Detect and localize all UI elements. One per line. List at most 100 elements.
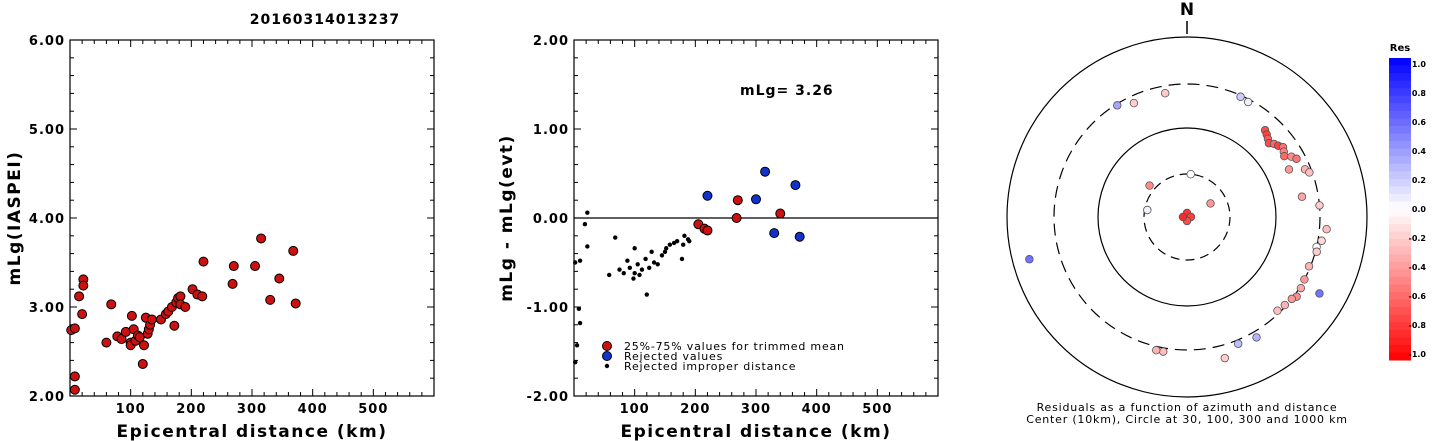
station-point	[1312, 247, 1321, 256]
station-point	[1152, 346, 1161, 355]
colorbar-cell	[1389, 292, 1411, 301]
colorbar-cell	[1389, 178, 1411, 187]
x-tick-label: 400	[802, 402, 832, 417]
figure-title: 20160314013237	[250, 12, 400, 28]
rejected-distance-point	[625, 258, 630, 263]
station-points	[1025, 89, 1331, 363]
rejected-distance-point	[664, 246, 669, 251]
data-point	[146, 314, 157, 325]
station-point	[1252, 333, 1261, 342]
ring-300km	[1053, 83, 1321, 351]
rejected-distance-point	[679, 256, 685, 262]
data-point	[77, 309, 88, 320]
axis-ticks: 100 200 300 400 500 2.00 3.00 4.00 5.00 6.00	[29, 34, 434, 417]
y-tick-label: 1.00	[533, 123, 569, 138]
x-tick-label: 100	[116, 402, 146, 417]
station-point	[1296, 283, 1306, 293]
rejected-distance-point	[651, 260, 657, 265]
data-point	[137, 358, 148, 369]
legend-marker-blue	[602, 351, 612, 361]
rejected-distance-point	[613, 235, 618, 240]
colorbar-cell	[1389, 163, 1411, 172]
colorbar-cell	[1389, 329, 1411, 338]
trimmed-mean-point	[702, 225, 713, 236]
colorbar-label: -0.6	[1409, 292, 1427, 301]
station-point	[1322, 225, 1331, 234]
colorbar-cell	[1389, 216, 1411, 225]
station-point	[1287, 294, 1297, 304]
axis-ticks: 100 200 300 400 500 -2.00 -1.00 0.00 1.00 2.00	[527, 34, 938, 417]
rejected-distance-point	[585, 244, 590, 249]
rejected-distance-point	[659, 253, 665, 258]
colorbar-cell	[1389, 246, 1411, 255]
y-tick-label: 3.00	[29, 301, 65, 316]
data-point	[256, 233, 267, 244]
data-point	[198, 256, 209, 267]
station-point	[1305, 168, 1314, 177]
station-point	[1234, 339, 1243, 348]
rejected-distance-point	[632, 270, 637, 276]
colorbar-cell	[1389, 201, 1411, 210]
station-point	[1243, 97, 1253, 107]
station-point	[1160, 89, 1170, 98]
colorbar-cell	[1389, 148, 1411, 157]
data-point	[69, 371, 80, 382]
station-point	[1304, 262, 1314, 271]
rejected-distance-point	[582, 222, 588, 227]
ring-1000km	[1006, 36, 1368, 398]
colorbar-cell	[1389, 193, 1411, 202]
x-tick-label: 300	[237, 402, 267, 417]
colorbar-cell	[1389, 171, 1411, 180]
legend-label: Rejected improper distance	[624, 360, 796, 373]
colorbar-labels: 1.0 0.8 0.6 0.4 0.2 0.0 -0.2 -0.4 -0.6 -0.8 -1.0	[1409, 60, 1427, 359]
data-point	[274, 273, 285, 284]
caption-line-1: Residuals as a function of azimuth and d…	[1037, 401, 1338, 414]
rejected-distance-point	[585, 210, 590, 215]
y-tick-label: 0.00	[533, 212, 569, 227]
station-point	[1292, 154, 1301, 163]
data-points	[66, 233, 301, 395]
magnitude-annotation: mLg= 3.26	[740, 83, 834, 99]
rejected-point	[760, 166, 771, 177]
y-axis-label: mLg - mLg(evt)	[497, 134, 517, 302]
rejected-distance-point	[576, 306, 582, 311]
x-tick-label: 200	[680, 402, 710, 417]
colorbar-cell	[1389, 299, 1411, 308]
colorbar-cell	[1389, 261, 1411, 270]
colorbar-label: 1.0	[1412, 60, 1427, 69]
colorbar-cell	[1389, 73, 1411, 82]
station-point	[1236, 92, 1245, 101]
mlg-vs-distance-chart: 100 200 300 400 500 2.00 3.00 4.00 5.00 6.00 mLg(…	[5, 34, 435, 441]
legend-marker-dot	[604, 363, 610, 369]
rejected-distance-point	[667, 242, 673, 247]
colorbar-label: -0.2	[1409, 234, 1427, 243]
rejected-distance-point	[635, 262, 640, 267]
colorbar-cell	[1389, 80, 1411, 89]
rejected-distance-point	[606, 272, 612, 278]
data-point	[169, 320, 180, 331]
data-point	[250, 261, 261, 272]
legend-marker-red	[602, 341, 612, 351]
caption-line-2: Center (10km), Circle at 30, 100, 300 an…	[1026, 413, 1348, 426]
trimmed-mean-point	[775, 208, 786, 219]
x-tick-label: 400	[298, 402, 328, 417]
rejected-point	[790, 180, 801, 191]
rejected-distance-point	[621, 270, 626, 276]
colorbar-cell	[1389, 284, 1411, 293]
colorbar-label: 0.6	[1412, 118, 1427, 127]
y-axis-label: mLg(IASPEI)	[5, 151, 25, 286]
rejected-point	[769, 228, 780, 239]
colorbar-cell	[1389, 344, 1411, 353]
colorbar-cell	[1389, 156, 1411, 165]
station-point	[1280, 300, 1290, 310]
legend: 25%-75% values for trimmed mean Rejected…	[602, 340, 844, 373]
colorbar-cell	[1389, 224, 1411, 233]
rejected-distance-point	[662, 249, 668, 255]
colorbar-cell	[1389, 103, 1411, 112]
station-point	[1186, 169, 1195, 179]
data-point	[228, 261, 239, 272]
station-point	[1143, 205, 1152, 215]
rejected-distance-point	[687, 238, 692, 244]
data-point	[197, 291, 208, 302]
